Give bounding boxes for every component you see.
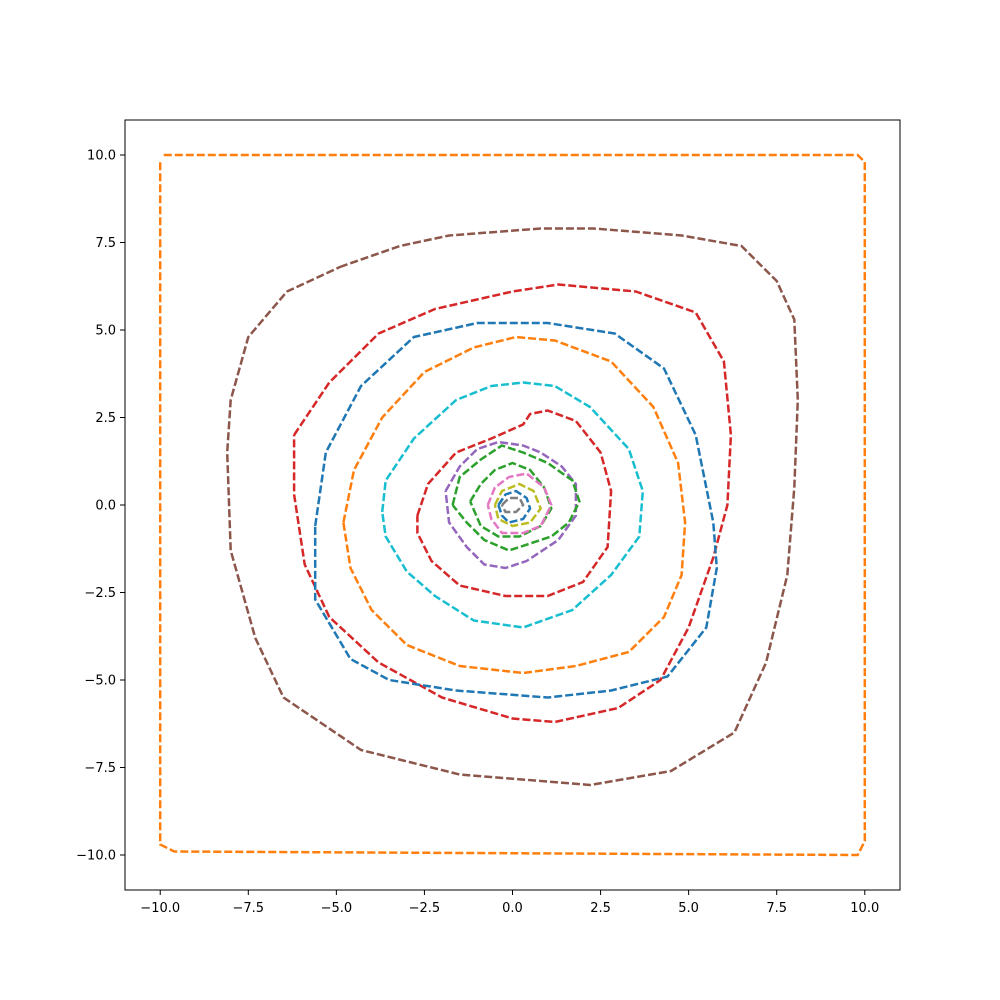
contour-line-6 bbox=[380, 381, 645, 629]
contour-line-13 bbox=[497, 489, 532, 524]
y-tick-label: 0.0 bbox=[95, 499, 116, 514]
y-tick-label: −2.5 bbox=[84, 586, 116, 601]
x-tick-label: 5.0 bbox=[678, 901, 699, 916]
contour-line-8 bbox=[444, 440, 578, 570]
y-tick-label: 10.0 bbox=[87, 149, 116, 164]
y-axis: −10.0 −7.5 −5.0 −2.5 0.0 2.5 5.0 7.5 10.0 bbox=[76, 149, 125, 864]
x-tick-label: 10.0 bbox=[850, 901, 879, 916]
contour-line-2 bbox=[225, 227, 800, 787]
x-tick-label: 2.5 bbox=[590, 901, 611, 916]
contour-line-10 bbox=[469, 461, 553, 538]
y-tick-label: −10.0 bbox=[76, 849, 116, 864]
y-tick-label: −7.5 bbox=[84, 761, 116, 776]
x-tick-label: −5.0 bbox=[321, 901, 353, 916]
contour-line-3 bbox=[292, 283, 733, 724]
contour-line-1 bbox=[158, 153, 867, 857]
contour-line-14 bbox=[500, 496, 525, 514]
x-tick-label: −2.5 bbox=[409, 901, 441, 916]
series-layer bbox=[158, 153, 867, 857]
plot-background bbox=[125, 120, 900, 890]
contour-line-5 bbox=[342, 335, 687, 675]
contour-line-11 bbox=[486, 472, 553, 535]
x-tick-label: −7.5 bbox=[233, 901, 265, 916]
contour-line-12 bbox=[493, 482, 542, 528]
y-tick-label: 5.0 bbox=[95, 324, 116, 339]
contour-line-7 bbox=[416, 409, 613, 598]
y-tick-label: 7.5 bbox=[95, 236, 116, 251]
x-tick-label: −10.0 bbox=[140, 901, 180, 916]
x-axis: −10.0 −7.5 −5.0 −2.5 0.0 2.5 5.0 7.5 10.0 bbox=[140, 890, 879, 916]
x-tick-label: 0.0 bbox=[502, 901, 523, 916]
contour-line-9 bbox=[451, 444, 581, 552]
x-tick-label: 7.5 bbox=[766, 901, 787, 916]
y-tick-label: 2.5 bbox=[95, 411, 116, 426]
y-tick-label: −5.0 bbox=[84, 674, 116, 689]
contour-line-4 bbox=[313, 321, 719, 699]
